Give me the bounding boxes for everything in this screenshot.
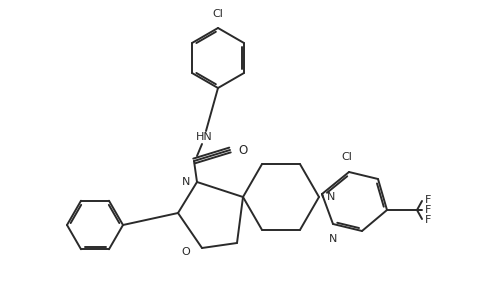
Text: N: N <box>329 234 337 244</box>
Text: N: N <box>327 192 335 202</box>
Text: Cl: Cl <box>212 9 223 19</box>
Text: F: F <box>425 215 431 225</box>
Text: O: O <box>238 143 247 157</box>
Text: F: F <box>425 205 431 215</box>
Text: HN: HN <box>196 132 212 142</box>
Text: O: O <box>181 247 190 257</box>
Text: N: N <box>181 177 190 187</box>
Text: F: F <box>425 195 431 205</box>
Text: Cl: Cl <box>342 152 352 162</box>
